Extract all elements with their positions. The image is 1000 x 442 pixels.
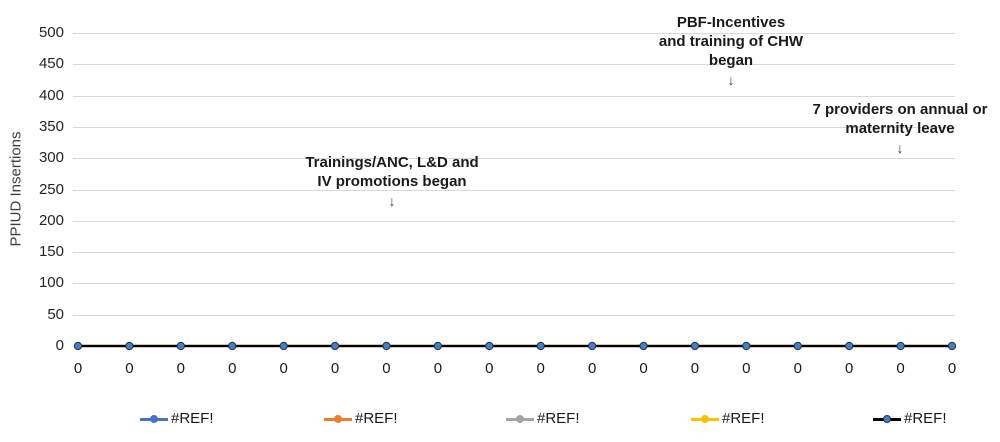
- x-tick-label: 0: [536, 360, 545, 377]
- x-tick-label: 0: [947, 360, 957, 377]
- x-tick-label: 0: [485, 360, 494, 377]
- gridline: [73, 95, 955, 97]
- x-tick-label: 0: [639, 360, 648, 377]
- legend-dot: [334, 415, 342, 423]
- data-point-marker: [330, 341, 340, 351]
- annotation-text: and training of CHW: [658, 33, 804, 50]
- x-tick-label: 0: [228, 360, 237, 377]
- x-tick-label: 0: [279, 360, 288, 377]
- gridline: [73, 220, 955, 222]
- legend-marker-icon: [691, 410, 719, 428]
- gridline: [73, 314, 955, 316]
- chart-annotation: PBF-Incentives and training of CHW began ↓: [581, 13, 881, 88]
- gridline: [73, 126, 955, 128]
- x-tick-label: 0: [125, 360, 134, 377]
- x-tick-label: 0: [382, 360, 391, 377]
- legend-dot: [701, 415, 709, 423]
- chart-annotation: Trainings/ANC, L&D and IV promotions bega…: [242, 153, 542, 209]
- chart-annotation: 7 providers on annual or maternity leave ↓: [750, 100, 1000, 156]
- y-tick-label: 450: [38, 55, 64, 73]
- legend-dot: [516, 415, 524, 423]
- y-tick-label: 50: [47, 305, 64, 323]
- legend-marker-icon: [873, 410, 901, 428]
- legend-item: #REF!: [506, 408, 580, 430]
- annotation-text: PBF-Incentives: [676, 14, 786, 31]
- data-point-marker: [896, 341, 905, 351]
- down-arrow-icon: ↓: [388, 193, 396, 209]
- x-tick-label: 0: [433, 360, 443, 377]
- legend-marker-icon: [506, 410, 534, 428]
- data-point-marker: [947, 341, 957, 351]
- y-tick-label: 100: [38, 274, 64, 292]
- legend-label: #REF!: [171, 410, 214, 427]
- x-tick-label: 0: [793, 360, 802, 377]
- gridline: [73, 283, 955, 285]
- y-tick-label: 150: [38, 243, 64, 261]
- y-tick-label: 0: [55, 337, 64, 354]
- legend-item: #REF!: [140, 408, 214, 430]
- data-point-marker: [176, 341, 185, 351]
- y-tick-label: 400: [38, 86, 64, 104]
- data-point-marker: [382, 341, 391, 351]
- data-point-marker: [279, 341, 288, 351]
- legend-label: #REF!: [722, 410, 765, 427]
- data-point-marker: [125, 341, 134, 351]
- x-tick-label: 0: [742, 360, 751, 377]
- y-tick-label: 250: [38, 180, 64, 198]
- legend-label: #REF!: [904, 410, 947, 427]
- legend-item: #REF!: [873, 408, 947, 430]
- annotation-text: began: [708, 52, 754, 69]
- legend-label: #REF!: [537, 410, 580, 427]
- data-point-marker: [485, 341, 494, 351]
- legend-label: #REF!: [355, 410, 398, 427]
- y-tick-label: 350: [38, 117, 64, 135]
- x-tick-label: 0: [690, 360, 700, 377]
- y-tick-label: 300: [38, 149, 64, 167]
- legend-marker-icon: [324, 410, 352, 428]
- legend-item: #REF!: [691, 408, 765, 430]
- legend-dot: [883, 415, 891, 423]
- data-point-marker: [536, 341, 545, 351]
- y-tick-label: 200: [38, 211, 64, 229]
- legend-marker-icon: [140, 410, 168, 428]
- annotation-text: maternity leave: [845, 120, 955, 137]
- data-point-marker: [690, 341, 700, 351]
- legend-dot: [150, 415, 158, 423]
- annotation-text: 7 providers on annual or: [812, 101, 988, 118]
- gridline: [73, 158, 955, 160]
- down-arrow-icon: ↓: [896, 140, 904, 156]
- gridline: [73, 33, 955, 34]
- gridline: [73, 189, 955, 191]
- legend-item: #REF!: [324, 408, 398, 430]
- x-tick-label: 0: [845, 360, 854, 377]
- x-tick-label: 0: [176, 360, 185, 377]
- data-point-marker: [742, 341, 751, 351]
- data-point-marker: [588, 341, 597, 351]
- gridline: [73, 64, 955, 66]
- data-point-marker: [845, 341, 854, 351]
- data-point-marker: [639, 341, 648, 351]
- gridline: [73, 252, 955, 254]
- down-arrow-icon: ↓: [727, 72, 735, 88]
- annotation-text: IV promotions began: [317, 173, 467, 190]
- data-point-marker: [73, 341, 83, 351]
- x-tick-label: 0: [330, 360, 340, 377]
- data-point-marker: [433, 341, 442, 351]
- annotation-text: Trainings/ANC, L&D and: [305, 154, 479, 171]
- y-tick-label: 500: [38, 24, 64, 41]
- chart-legend: #REF! #REF! #REF! #REF! #REF!: [0, 0, 1000, 427]
- x-tick-label: 0: [896, 360, 905, 377]
- data-point-marker: [228, 341, 237, 351]
- x-tick-label: 0: [73, 360, 83, 377]
- x-tick-label: 0: [587, 360, 597, 377]
- data-point-marker: [793, 341, 802, 351]
